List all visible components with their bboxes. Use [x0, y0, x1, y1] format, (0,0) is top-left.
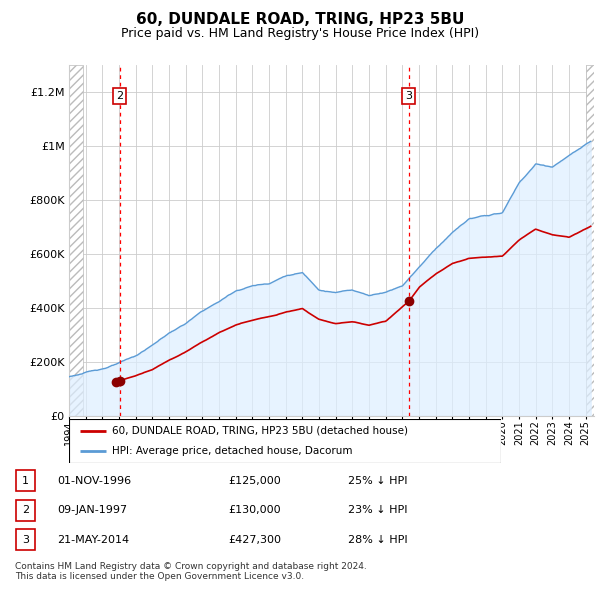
Text: 23% ↓ HPI: 23% ↓ HPI [348, 506, 407, 515]
Text: 2: 2 [22, 506, 29, 515]
Text: 60, DUNDALE ROAD, TRING, HP23 5BU: 60, DUNDALE ROAD, TRING, HP23 5BU [136, 12, 464, 27]
Text: 1: 1 [22, 476, 29, 486]
Text: 09-JAN-1997: 09-JAN-1997 [57, 506, 127, 515]
Text: 3: 3 [22, 535, 29, 545]
Text: 60, DUNDALE ROAD, TRING, HP23 5BU (detached house): 60, DUNDALE ROAD, TRING, HP23 5BU (detac… [112, 426, 408, 436]
Bar [586, 65, 594, 416]
Text: Contains HM Land Registry data © Crown copyright and database right 2024.
This d: Contains HM Land Registry data © Crown c… [15, 562, 367, 581]
Text: HPI: Average price, detached house, Dacorum: HPI: Average price, detached house, Daco… [112, 446, 353, 456]
Text: 2: 2 [116, 91, 123, 101]
Text: £130,000: £130,000 [228, 506, 281, 515]
Text: 3: 3 [405, 91, 412, 101]
Text: 28% ↓ HPI: 28% ↓ HPI [348, 535, 407, 545]
Text: £125,000: £125,000 [228, 476, 281, 486]
Text: £427,300: £427,300 [228, 535, 281, 545]
Text: 25% ↓ HPI: 25% ↓ HPI [348, 476, 407, 486]
Text: 21-MAY-2014: 21-MAY-2014 [57, 535, 129, 545]
Bar [69, 65, 83, 416]
Text: 01-NOV-1996: 01-NOV-1996 [57, 476, 131, 486]
Text: Price paid vs. HM Land Registry's House Price Index (HPI): Price paid vs. HM Land Registry's House … [121, 27, 479, 40]
